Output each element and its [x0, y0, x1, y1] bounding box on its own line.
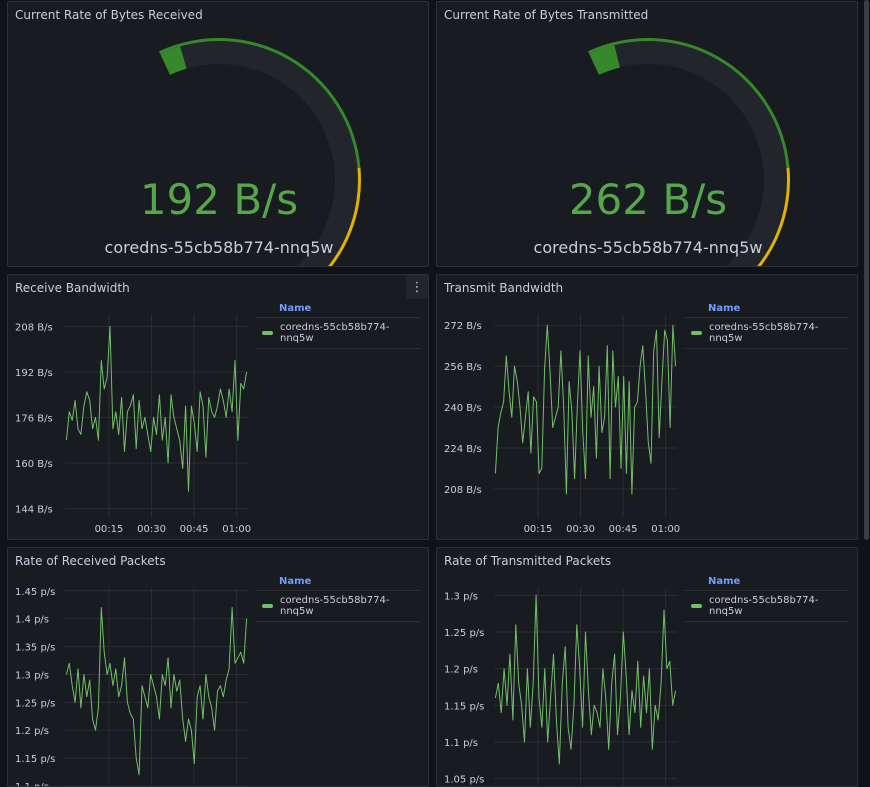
x-tick-label: 00:15 — [95, 524, 124, 535]
gauge-value-arc — [160, 46, 187, 75]
panel-title: Current Rate of Bytes Transmitted — [444, 8, 649, 22]
y-tick-label: 272 B/s — [444, 321, 482, 332]
y-tick-label: 176 B/s — [15, 413, 53, 424]
legend: Name coredns-55cb58b774-nnq5w — [256, 303, 420, 349]
y-tick-label: 256 B/s — [444, 362, 482, 373]
panel-rate-transmitted-packets[interactable]: Rate of Transmitted Packets 1.3 p/s 1.25 … — [436, 547, 858, 787]
legend: Name coredns-55cb58b774-nnq5w — [685, 303, 849, 349]
series-line[interactable] — [494, 594, 677, 765]
series-line[interactable] — [494, 324, 677, 495]
legend-item-label: coredns-55cb58b774-nnq5w — [709, 595, 819, 617]
panel-receive-bandwidth[interactable]: Receive Bandwidth ⋮ 208 B/s 192 B/s 176 B/… — [7, 274, 429, 540]
legend-item-label: coredns-55cb58b774-nnq5w — [709, 322, 819, 344]
y-tick-label: 1.3 p/s — [444, 591, 478, 602]
gauge-series-label: coredns-55cb58b774-nnq5w — [534, 238, 763, 257]
y-tick-label: 144 B/s — [15, 504, 53, 515]
gauge-value-text: 262 B/s — [569, 175, 727, 224]
y-tick-label: 1.05 p/s — [444, 775, 484, 786]
legend-item-label: coredns-55cb58b774-nnq5w — [280, 595, 390, 617]
gauge-bytes-transmitted: 262 B/s coredns-55cb58b774-nnq5w — [534, 37, 790, 266]
gauge-series-label: coredns-55cb58b774-nnq5w — [105, 238, 334, 257]
panel-current-rate-bytes-transmitted[interactable]: Current Rate of Bytes Transmitted 262 B/… — [436, 1, 858, 267]
page-scrollbar[interactable] — [864, 0, 869, 540]
y-tick-label: 1.2 p/s — [444, 665, 478, 676]
y-tick-label: 1.35 p/s — [15, 643, 55, 654]
x-tick-label: 00:15 — [524, 524, 553, 535]
gauge-track — [589, 41, 787, 266]
x-tick-label: 01:00 — [651, 524, 680, 535]
y-tick-label: 1.1 p/s — [15, 782, 49, 787]
panel-menu-icon[interactable]: ⋮ — [406, 275, 428, 299]
legend-header[interactable]: Name — [708, 303, 741, 314]
y-tick-label: 1.25 p/s — [15, 698, 55, 709]
legend-item[interactable]: coredns-55cb58b774-nnq5w — [685, 590, 849, 622]
received-packets-chart[interactable]: 1.45 p/s 1.4 p/s 1.35 p/s 1.3 p/s 1.25 p/s 1.… — [8, 548, 253, 787]
legend-header[interactable]: Name — [279, 303, 312, 314]
y-tick-label: 1.2 p/s — [15, 726, 49, 737]
y-tick-label: 1.1 p/s — [444, 738, 478, 749]
y-tick-label: 1.45 p/s — [15, 587, 55, 598]
series-color-swatch — [262, 331, 273, 335]
gauge-threshold-yellow — [757, 167, 790, 266]
panel-title: Rate of Received Packets — [15, 554, 166, 568]
y-tick-label: 1.25 p/s — [444, 628, 484, 639]
gauge-value-arc — [589, 45, 620, 75]
series-color-swatch — [691, 331, 702, 335]
y-tick-label: 160 B/s — [15, 459, 53, 470]
y-tick-label: 224 B/s — [444, 444, 482, 455]
y-tick-label: 1.15 p/s — [15, 754, 55, 765]
panel-rate-received-packets[interactable]: Rate of Received Packets 1.45 p/s 1.4 p/s… — [7, 547, 429, 787]
y-tick-label: 1.4 p/s — [15, 615, 49, 626]
legend-item[interactable]: coredns-55cb58b774-nnq5w — [685, 317, 849, 349]
series-line[interactable] — [65, 325, 248, 492]
y-tick-label: 208 B/s — [444, 485, 482, 496]
gauge-threshold-yellow — [328, 167, 361, 266]
legend-header[interactable]: Name — [708, 576, 741, 587]
panel-title: Current Rate of Bytes Received — [15, 8, 203, 22]
panel-title: Receive Bandwidth — [15, 281, 130, 295]
x-tick-label: 00:45 — [180, 524, 209, 535]
y-tick-label: 240 B/s — [444, 403, 482, 414]
series-color-swatch — [691, 604, 702, 608]
legend-item[interactable]: coredns-55cb58b774-nnq5w — [256, 317, 420, 349]
x-tick-label: 01:00 — [222, 524, 251, 535]
gauge-track — [160, 41, 358, 266]
gauge-value-text: 192 B/s — [140, 175, 298, 224]
receive-bandwidth-chart[interactable]: 208 B/s 192 B/s 176 B/s 160 B/s 144 B/s 00:15… — [8, 275, 253, 540]
series-color-swatch — [262, 604, 273, 608]
legend-header[interactable]: Name — [279, 576, 312, 587]
legend-item-label: coredns-55cb58b774-nnq5w — [280, 322, 390, 344]
series-line[interactable] — [65, 607, 248, 776]
panel-title: Transmit Bandwidth — [444, 281, 564, 295]
y-tick-label: 1.3 p/s — [15, 670, 49, 681]
y-tick-label: 192 B/s — [15, 368, 53, 379]
legend: Name coredns-55cb58b774-nnq5w — [685, 576, 849, 622]
transmit-bandwidth-chart[interactable]: 272 B/s 256 B/s 240 B/s 224 B/s 208 B/s 00:15… — [437, 275, 682, 540]
x-tick-label: 00:30 — [566, 524, 595, 535]
gauge-bytes-received: 192 B/s coredns-55cb58b774-nnq5w — [105, 37, 361, 266]
y-tick-label: 1.15 p/s — [444, 701, 484, 712]
x-tick-label: 00:30 — [137, 524, 166, 535]
x-tick-label: 00:45 — [609, 524, 638, 535]
legend-item[interactable]: coredns-55cb58b774-nnq5w — [256, 590, 420, 622]
panel-title: Rate of Transmitted Packets — [444, 554, 612, 568]
panel-transmit-bandwidth[interactable]: Transmit Bandwidth 272 B/s 256 B/s 240 B/s… — [436, 274, 858, 540]
transmitted-packets-chart[interactable]: 1.3 p/s 1.25 p/s 1.2 p/s 1.15 p/s 1.1 p/s 1.0… — [437, 548, 682, 787]
y-tick-label: 208 B/s — [15, 322, 53, 333]
panel-current-rate-bytes-received[interactable]: Current Rate of Bytes Received 192 B/s co… — [7, 1, 429, 267]
legend: Name coredns-55cb58b774-nnq5w — [256, 576, 420, 622]
